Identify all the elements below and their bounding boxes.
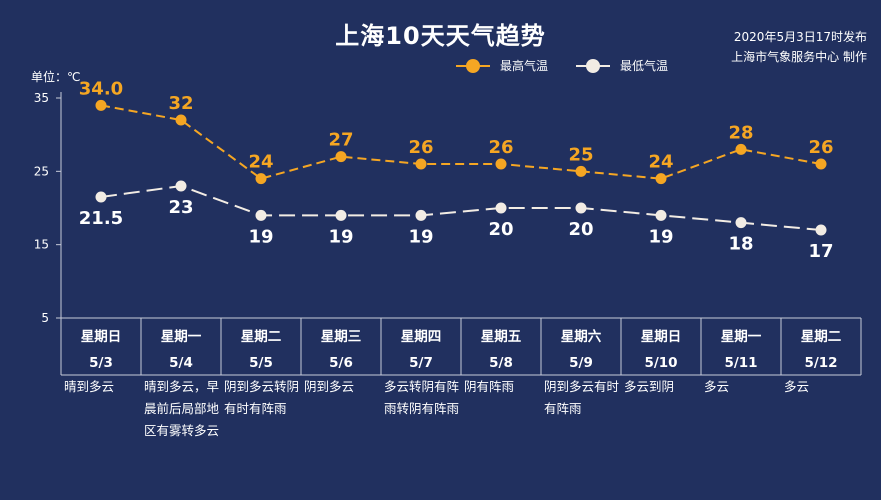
x-date-label: 5/8: [489, 355, 513, 371]
x-date-label: 5/6: [329, 355, 353, 371]
data-label-high: 24: [248, 152, 273, 173]
x-weekday-label: 星期日: [641, 329, 682, 345]
weather-description: 阴到多云有时有阵雨: [544, 379, 620, 416]
x-weekday-label: 星期二: [801, 329, 842, 345]
data-label-high: 25: [568, 144, 593, 165]
legend-label-low: 最低气温: [620, 59, 669, 73]
series-line-low: [100, 184, 822, 231]
legend-item-low: 最低气温: [576, 57, 668, 74]
point-low: [495, 202, 507, 214]
weather-description: 阴到多云: [304, 379, 355, 394]
x-date-label: 5/5: [249, 355, 273, 371]
x-date-label: 5/11: [724, 355, 757, 371]
x-weekday-label: 星期二: [241, 329, 282, 345]
x-date-label: 5/9: [569, 355, 593, 371]
point-low: [95, 191, 107, 203]
weather-description: 晴到多云，早晨前后局部地区有雾转多云: [144, 379, 220, 438]
y-tick-label: 15: [34, 238, 49, 252]
point-low: [655, 209, 667, 221]
y-tick-label: 35: [34, 91, 49, 105]
point-low: [175, 180, 187, 192]
issue-time: 2020年5月3日17时发布: [733, 30, 867, 44]
data-label-low: 19: [648, 226, 673, 247]
point-high: [815, 158, 827, 170]
x-weekday-label: 星期六: [561, 328, 602, 345]
y-tick-label: 5: [41, 311, 49, 325]
point-low: [815, 224, 827, 236]
legend: 最高气温 最低气温: [456, 57, 668, 74]
point-high: [415, 158, 427, 170]
legend-label-high: 最高气温: [500, 59, 549, 73]
weather-description: 阴到多云转阴有时有阵雨: [224, 379, 300, 416]
point-low: [255, 209, 267, 221]
data-label-low: 23: [168, 197, 193, 218]
data-label-low: 18: [728, 234, 753, 255]
data-label-high: 24: [648, 152, 673, 173]
x-weekday-label: 星期日: [81, 329, 122, 345]
weather-description: 多云: [704, 379, 730, 394]
data-label-low: 20: [488, 219, 513, 240]
x-weekday-label: 星期一: [721, 329, 762, 345]
y-tick-label: 25: [34, 164, 49, 178]
issue-info: 2020年5月3日17时发布 上海市气象服务中心 制作: [731, 27, 867, 67]
weather-description: 多云到阴: [624, 379, 675, 394]
point-low: [415, 209, 427, 221]
x-date-label: 5/4: [169, 355, 193, 371]
chart-title: 上海10天天气趋势: [335, 22, 546, 50]
x-weekday-label: 星期三: [321, 329, 362, 345]
data-label-low: 21.5: [79, 208, 123, 229]
weather-description: 阴有阵雨: [464, 379, 515, 394]
data-label-high: 26: [808, 137, 833, 158]
point-high: [735, 143, 747, 155]
issuer: 上海市气象服务中心 制作: [731, 50, 867, 64]
x-weekday-label: 星期五: [481, 329, 522, 345]
weather-description: 多云转阴有阵雨转阴有阵雨: [384, 379, 460, 416]
data-label-low: 19: [328, 226, 353, 247]
weather-description: 多云: [784, 379, 810, 394]
legend-item-high: 最高气温: [456, 57, 548, 74]
data-label-high: 28: [728, 122, 753, 143]
point-low: [335, 209, 347, 221]
x-date-label: 5/12: [804, 355, 837, 371]
point-low: [735, 217, 747, 229]
point-high: [575, 165, 587, 177]
point-high: [655, 173, 667, 185]
series-line-high: [100, 104, 822, 180]
x-date-label: 5/3: [89, 355, 113, 371]
legend-swatch-low: [576, 58, 611, 73]
point-high: [95, 99, 107, 111]
x-date-label: 5/7: [409, 355, 433, 371]
legend-swatch-high: [456, 58, 490, 73]
x-weekday-label: 星期四: [401, 329, 442, 345]
unit-label: 单位：℃: [31, 70, 81, 84]
point-high: [495, 158, 507, 170]
data-label-low: 19: [408, 226, 433, 247]
point-high: [175, 114, 187, 126]
data-label-high: 34.0: [79, 78, 123, 99]
x-date-label: 5/10: [644, 355, 677, 371]
data-label-high: 26: [488, 137, 513, 158]
point-high: [255, 173, 267, 185]
point-low: [575, 202, 587, 214]
weather-description: 晴到多云: [64, 379, 115, 394]
data-label-high: 27: [328, 130, 353, 151]
data-label-low: 17: [808, 241, 833, 262]
data-label-high: 26: [408, 137, 433, 158]
point-high: [335, 151, 347, 163]
data-label-high: 32: [168, 93, 193, 114]
data-label-low: 20: [568, 219, 593, 240]
data-label-low: 19: [248, 226, 273, 247]
x-weekday-label: 星期一: [161, 329, 202, 345]
